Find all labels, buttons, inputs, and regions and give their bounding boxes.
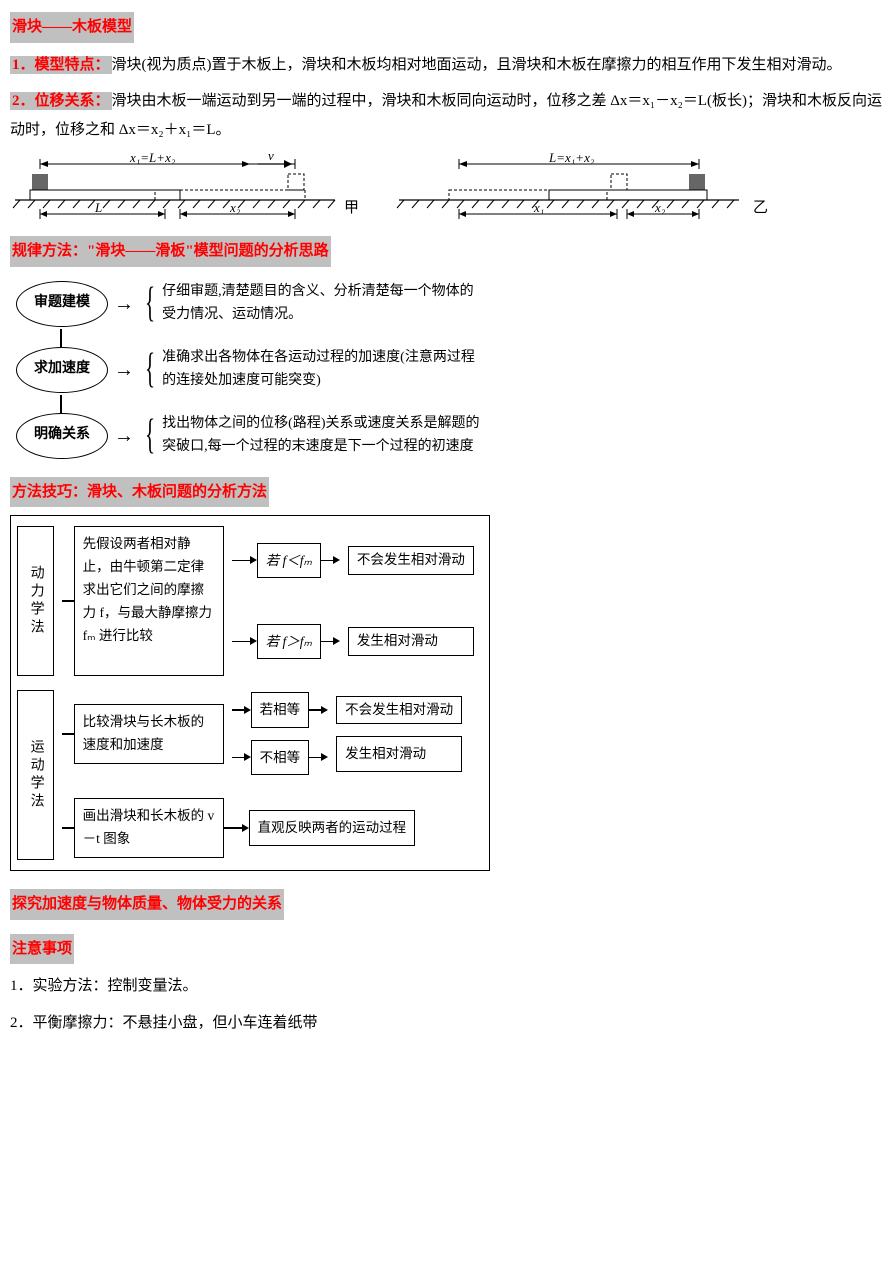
svg-text:v: v: [268, 152, 274, 163]
brace-icon: {: [145, 417, 155, 455]
arrow-icon: →: [114, 285, 134, 323]
arrow-icon: →: [114, 351, 134, 389]
section-2-label: 2．位移关系：: [10, 92, 112, 110]
res-1a: 不会发生相对滑动: [348, 546, 474, 575]
section-2: 2．位移关系：滑块由木板一端运动到另一端的过程中，滑块和木板同向运动时，位移之差…: [10, 87, 883, 144]
oval-3-text: 找出物体之间的位移(路程)关系或速度关系是解题的突破口,每一个过程的末速度是下一…: [162, 413, 482, 458]
svg-text:x₂: x₂: [229, 200, 241, 215]
res-1b: 发生相对滑动: [348, 627, 474, 656]
cond-1a: 若 f＜fₘ: [257, 543, 321, 579]
rule-heading: 规律方法："滑块——滑板"模型问题的分析思路: [10, 236, 331, 267]
svg-text:x₁: x₁: [533, 200, 544, 215]
diagram-right-label: 乙: [753, 194, 768, 223]
cond-1b: 若 f＞fₘ: [257, 624, 321, 660]
cond-2b: 不相等: [251, 740, 310, 776]
vlabel-dynamics: 动力学法: [17, 526, 54, 676]
doc-title: 滑块——木板模型: [10, 12, 134, 43]
oval-2: 求加速度: [16, 347, 108, 393]
box-kinematics: 比较滑块与长木板的速度和加速度: [74, 704, 224, 764]
section-1-label: 1．模型特点：: [10, 56, 112, 74]
flowchart: 动力学法 先假设两者相对静止，由牛顿第二定律求出它们之间的摩擦力 f，与最大静摩…: [10, 515, 490, 871]
brace-icon: {: [145, 285, 155, 323]
diagram-right: L=x₁+x₂ x₁ x₂: [389, 152, 749, 222]
oval-flow: 审题建模 → { 仔细审题,清楚题目的含义、分析清楚每一个物体的受力情况、运动情…: [16, 281, 883, 459]
diagram-left-label: 甲: [344, 194, 359, 223]
exp-heading: 探究加速度与物体质量、物体受力的关系: [10, 889, 284, 920]
res-2a: 不会发生相对滑动: [336, 696, 462, 725]
oval-1-text: 仔细审题,清楚题目的含义、分析清楚每一个物体的受力情况、运动情况。: [162, 281, 482, 326]
svg-text:x₂: x₂: [654, 200, 666, 215]
section-2-text: 滑块由木板一端运动到另一端的过程中，滑块和木板同向运动时，位移之差 Δx＝x₁－…: [10, 93, 882, 138]
method-heading: 方法技巧：滑块、木板问题的分析方法: [10, 477, 269, 508]
section-1-text: 滑块(视为质点)置于木板上，滑块和木板均相对地面运动，且滑块和木板在摩擦力的相互…: [112, 57, 842, 73]
res-3: 直观反映两者的运动过程: [249, 810, 416, 846]
diagram-left: x₁=L+x₂ v L x₂: [10, 152, 340, 222]
note-1: 1．实验方法：控制变量法。: [10, 972, 883, 1001]
section-1: 1．模型特点：滑块(视为质点)置于木板上，滑块和木板均相对地面运动，且滑块和木板…: [10, 51, 883, 80]
oval-3: 明确关系: [16, 413, 108, 459]
oval-2-text: 准确求出各物体在各运动过程的加速度(注意两过程的连接处加速度可能突变): [162, 347, 482, 392]
oval-1: 审题建模: [16, 281, 108, 327]
svg-text:L=x₁+x₂: L=x₁+x₂: [548, 152, 595, 165]
res-2b: 发生相对滑动: [336, 736, 462, 772]
box-vt: 画出滑块和长木板的 v－t 图象: [74, 798, 224, 858]
note-2: 2．平衡摩擦力：不悬挂小盘，但小车连着纸带: [10, 1009, 883, 1038]
vlabel-kinematics: 运动学法: [17, 690, 54, 860]
svg-text:x₁=L+x₂: x₁=L+x₂: [129, 152, 176, 165]
svg-text:L: L: [94, 200, 102, 215]
box-dynamics: 先假设两者相对静止，由牛顿第二定律求出它们之间的摩擦力 f，与最大静摩擦力 fₘ…: [74, 526, 224, 676]
diagram-row: x₁=L+x₂ v L x₂: [10, 152, 883, 222]
arrow-icon: →: [114, 417, 134, 455]
note-heading: 注意事项: [10, 934, 74, 965]
brace-icon: {: [145, 351, 155, 389]
cond-2a: 若相等: [251, 692, 310, 728]
